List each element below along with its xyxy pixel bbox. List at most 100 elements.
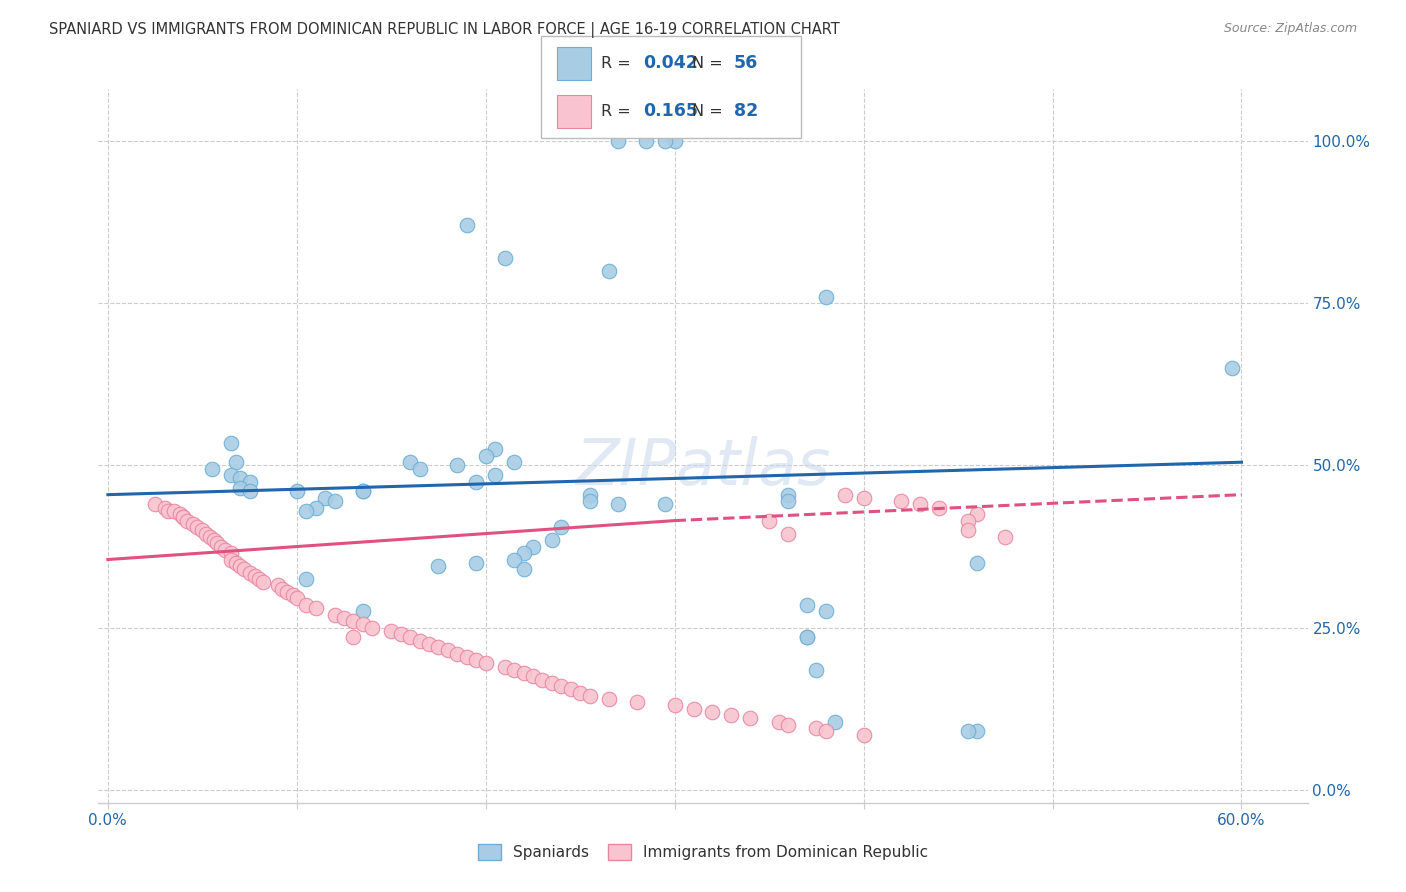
- Point: [342, 631, 364, 645]
- Point: [503, 455, 526, 469]
- Point: [219, 552, 242, 566]
- Point: [239, 475, 262, 489]
- Point: [437, 643, 460, 657]
- Point: [956, 724, 979, 739]
- Text: ZIPatlas: ZIPatlas: [575, 436, 831, 499]
- Point: [776, 526, 799, 541]
- Point: [994, 530, 1017, 544]
- Text: Source: ZipAtlas.com: Source: ZipAtlas.com: [1223, 22, 1357, 36]
- Point: [956, 524, 979, 538]
- Point: [806, 663, 828, 677]
- Point: [503, 552, 526, 566]
- Text: N =: N =: [692, 56, 728, 70]
- Point: [229, 481, 252, 495]
- Point: [418, 637, 440, 651]
- Point: [352, 617, 374, 632]
- Text: 0.165: 0.165: [643, 102, 697, 120]
- Point: [560, 682, 582, 697]
- Point: [191, 524, 214, 538]
- Point: [446, 458, 468, 473]
- Point: [484, 468, 506, 483]
- Point: [198, 530, 221, 544]
- Text: N =: N =: [692, 103, 728, 119]
- Point: [540, 533, 562, 547]
- Point: [201, 461, 224, 475]
- Point: [229, 471, 252, 485]
- Text: SPANIARD VS IMMIGRANTS FROM DOMINICAN REPUBLIC IN LABOR FORCE | AGE 16-19 CORREL: SPANIARD VS IMMIGRANTS FROM DOMINICAN RE…: [49, 22, 839, 38]
- Text: 82: 82: [734, 102, 758, 120]
- Point: [427, 640, 450, 654]
- Point: [814, 290, 837, 304]
- Point: [214, 542, 236, 557]
- Point: [484, 442, 506, 457]
- Point: [333, 611, 356, 625]
- Point: [225, 556, 247, 570]
- Point: [281, 588, 304, 602]
- Point: [494, 659, 516, 673]
- Point: [654, 134, 676, 148]
- Point: [512, 562, 534, 576]
- Point: [966, 507, 988, 521]
- Point: [352, 604, 374, 618]
- Point: [295, 572, 318, 586]
- Point: [531, 673, 554, 687]
- Point: [776, 488, 799, 502]
- Point: [834, 488, 856, 502]
- Legend: Spaniards, Immigrants from Dominican Republic: Spaniards, Immigrants from Dominican Rep…: [472, 838, 934, 866]
- Point: [195, 526, 218, 541]
- Point: [229, 559, 252, 574]
- Point: [232, 562, 254, 576]
- Point: [512, 666, 534, 681]
- Point: [172, 510, 194, 524]
- Point: [186, 520, 208, 534]
- Point: [352, 484, 374, 499]
- Point: [626, 695, 648, 709]
- Point: [172, 510, 194, 524]
- Point: [806, 721, 828, 735]
- Point: [910, 497, 932, 511]
- Point: [607, 497, 630, 511]
- Point: [239, 566, 262, 580]
- Point: [664, 698, 686, 713]
- Point: [305, 601, 328, 615]
- Point: [176, 514, 198, 528]
- Point: [465, 475, 488, 489]
- Point: [408, 461, 430, 475]
- Point: [153, 500, 176, 515]
- Point: [295, 504, 318, 518]
- Point: [796, 631, 818, 645]
- Point: [956, 514, 979, 528]
- Point: [465, 653, 488, 667]
- Point: [342, 614, 364, 628]
- Point: [607, 134, 630, 148]
- Point: [494, 251, 516, 265]
- Point: [503, 663, 526, 677]
- Point: [465, 556, 488, 570]
- Point: [578, 494, 600, 508]
- Point: [664, 134, 686, 148]
- Point: [598, 692, 620, 706]
- Point: [776, 494, 799, 508]
- Point: [522, 540, 544, 554]
- Point: [245, 568, 267, 582]
- Point: [389, 627, 412, 641]
- Point: [181, 516, 204, 531]
- Point: [636, 134, 658, 148]
- Point: [550, 679, 572, 693]
- Point: [157, 504, 180, 518]
- Point: [207, 536, 229, 550]
- FancyBboxPatch shape: [557, 95, 591, 128]
- Point: [276, 585, 298, 599]
- Point: [768, 714, 790, 729]
- Point: [966, 724, 988, 739]
- Point: [720, 708, 742, 723]
- Point: [512, 546, 534, 560]
- Point: [740, 711, 762, 725]
- Point: [352, 484, 374, 499]
- Point: [814, 604, 837, 618]
- Point: [270, 582, 292, 596]
- Point: [239, 484, 262, 499]
- Point: [654, 497, 676, 511]
- Point: [219, 435, 242, 450]
- Point: [550, 520, 572, 534]
